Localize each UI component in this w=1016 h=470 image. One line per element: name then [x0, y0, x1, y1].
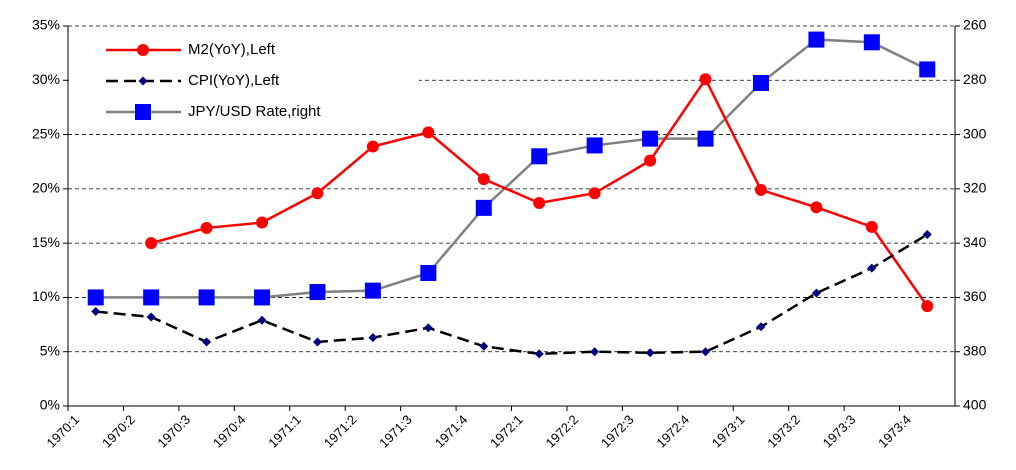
point	[811, 288, 821, 298]
point	[921, 300, 934, 313]
point	[254, 289, 271, 306]
point	[863, 34, 880, 51]
point	[145, 237, 158, 250]
legend-label: JPY/USD Rate,right	[188, 103, 321, 120]
point	[146, 312, 156, 322]
legend-marker	[137, 44, 149, 56]
x-tick-label: 1970:4	[210, 412, 249, 451]
point	[756, 322, 766, 332]
x-tick-label: 1970:1	[44, 412, 83, 451]
x-tick-label: 1972:1	[487, 412, 526, 451]
legend-marker	[138, 76, 148, 86]
point	[366, 140, 379, 153]
y2-tick-label: 340	[963, 234, 987, 250]
y-tick-label: 35%	[32, 17, 60, 33]
y-tick-label: 0%	[40, 397, 60, 413]
y-tick-label: 15%	[32, 234, 60, 250]
point	[202, 337, 212, 347]
point	[867, 263, 877, 273]
legend-label: CPI(YoY),Left	[188, 72, 280, 89]
point	[922, 229, 932, 239]
legend-marker	[135, 104, 151, 120]
point	[642, 130, 659, 147]
x-tick-label: 1971:4	[432, 412, 471, 451]
series-line	[95, 38, 928, 299]
point	[697, 130, 714, 147]
y2-tick-label: 380	[963, 342, 987, 358]
point	[701, 347, 711, 357]
x-tick-label: 1973:1	[709, 412, 748, 451]
point	[590, 347, 600, 357]
y-tick-label: 5%	[40, 342, 60, 358]
legend-label: M2(YoY),Left	[188, 41, 276, 58]
y2-tick-label: 360	[963, 288, 987, 304]
point	[256, 216, 269, 229]
x-tick-label: 1970:3	[154, 412, 193, 451]
point	[699, 73, 712, 86]
y2-tick-label: 260	[963, 17, 987, 33]
y-tick-label: 30%	[32, 71, 60, 87]
point	[534, 349, 544, 359]
point	[477, 173, 490, 186]
y2-tick-label: 300	[963, 125, 987, 141]
x-tick-label: 1971:3	[376, 412, 415, 451]
point	[423, 323, 433, 333]
series-line	[95, 233, 928, 356]
point	[752, 75, 769, 91]
point	[364, 282, 381, 299]
point	[91, 307, 101, 317]
point	[198, 289, 215, 306]
point	[479, 341, 489, 351]
point	[808, 31, 825, 48]
y-tick-label: 10%	[32, 288, 60, 304]
x-tick-label: 1973:4	[875, 412, 914, 451]
point	[422, 126, 435, 139]
point	[143, 289, 160, 306]
y2-tick-label: 320	[963, 180, 987, 196]
x-tick-label: 1971:2	[321, 412, 360, 451]
x-tick-label: 1972:2	[542, 412, 581, 451]
x-tick-label: 1972:3	[598, 412, 637, 451]
point	[475, 199, 492, 216]
point	[810, 201, 823, 214]
y2-tick-label: 280	[963, 71, 987, 87]
point	[200, 221, 213, 234]
point	[311, 187, 324, 200]
point	[533, 196, 546, 209]
x-tick-label: 1973:3	[820, 412, 859, 451]
x-tick-label: 1971:1	[265, 412, 304, 451]
point	[309, 284, 326, 300]
point	[368, 333, 378, 343]
point	[588, 187, 601, 200]
point	[87, 289, 104, 306]
point	[531, 148, 548, 165]
point	[312, 337, 322, 347]
point	[586, 137, 603, 154]
point	[644, 154, 657, 167]
point	[645, 348, 655, 358]
x-tick-label: 1972:4	[653, 412, 692, 451]
point	[257, 315, 267, 325]
point	[754, 183, 767, 196]
point	[919, 61, 936, 78]
point	[420, 265, 437, 281]
x-tick-label: 1973:2	[764, 412, 803, 451]
x-tick-label: 1970:2	[99, 412, 138, 451]
y-tick-label: 20%	[32, 180, 60, 196]
y2-tick-label: 400	[963, 397, 987, 413]
point	[865, 220, 878, 233]
y-tick-label: 25%	[32, 125, 60, 141]
